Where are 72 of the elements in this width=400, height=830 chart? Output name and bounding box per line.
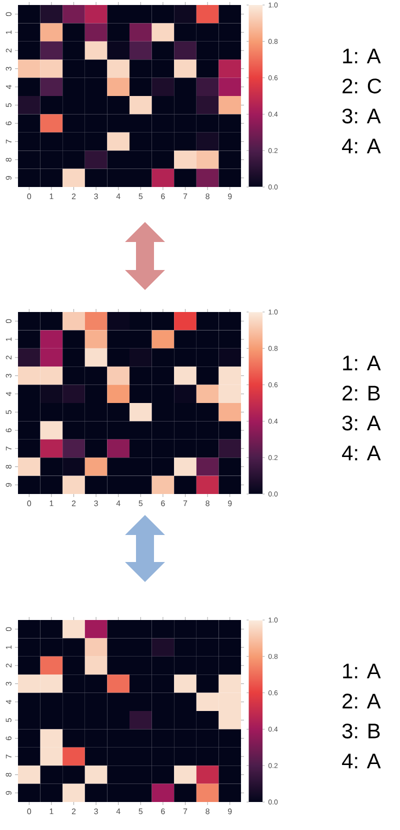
text: 1: A [343,664,381,678]
x-tick-label: 5 [138,194,143,200]
x-tick-label: 3 [94,500,98,506]
y-tick-label: 1 [6,645,12,649]
x-tick-label: 3 [94,808,98,814]
x-tick-label: 9 [228,808,232,814]
x-tick-label: 5 [138,808,143,814]
x-tick-label: 0 [27,808,32,814]
text: 3: A [342,108,381,124]
x-tick-label: 5 [138,500,143,506]
x-tick-label: 9 [228,500,232,506]
x-tick-label: 1 [50,194,54,200]
x-tick-label: 1 [50,808,54,814]
y-tick-label: 2 [6,664,12,668]
y-tick-label: 5 [6,718,12,722]
y-tick-label: 0 [6,319,12,324]
y-tick-label: 4 [6,84,12,89]
y-tick-label: 2 [6,356,12,360]
y-tick-label: 6 [6,121,12,126]
text: 2: B [342,386,380,400]
y-tick-label: 7 [6,754,12,758]
y-tick-label: 6 [6,736,12,740]
text: 1: A [343,48,381,64]
y-tick-label: 7 [6,140,12,144]
x-tick-label: 7 [183,194,188,200]
x-tick-label: 6 [161,500,165,506]
y-tick-label: 5 [6,103,12,108]
y-tick-label: 8 [6,464,12,469]
y-tick-label: 0 [6,627,12,632]
y-tick-label: 2 [6,48,12,52]
text: 4: A [342,138,381,154]
x-tick-label: 6 [161,194,165,200]
y-tick-label: 9 [6,176,12,180]
y-tick-label: 4 [6,392,12,396]
y-tick-label: 9 [6,483,12,487]
y-tick-label: 8 [6,772,12,777]
y-tick-label: 1 [6,337,12,341]
x-tick-label: 7 [183,808,188,814]
y-tick-label: 4 [6,700,12,704]
text: 1: A [343,356,381,370]
x-tick-label: 8 [206,194,210,200]
x-tick-label: 0 [27,500,32,506]
x-tick-label: 0 [27,194,32,200]
x-tick-label: 8 [206,500,210,506]
x-tick-label: 7 [183,500,188,506]
text: 4: A [342,446,381,460]
y-tick-label: 0 [6,12,12,16]
x-tick-label: 2 [72,808,76,814]
x-tick-label: 8 [206,808,210,814]
text: 3: A [342,416,381,430]
x-tick-label: 2 [72,194,76,200]
y-tick-label: 3 [6,66,12,71]
y-tick-label: 8 [6,158,12,162]
text: 3: B [342,724,380,738]
text: 2: A [342,694,381,708]
y-tick-label: 9 [6,791,12,795]
x-tick-label: 9 [228,194,232,200]
text: 2: C [342,78,382,94]
x-tick-label: 2 [72,500,76,506]
x-tick-label: 6 [161,808,165,814]
x-tick-label: 4 [116,500,120,506]
x-tick-label: 3 [94,194,98,200]
y-tick-label: 1 [6,30,12,34]
y-tick-label: 7 [6,446,12,450]
y-tick-label: 5 [6,410,12,414]
text: 4: A [342,754,381,768]
x-tick-label: 1 [50,500,54,506]
x-tick-label: 4 [116,808,120,814]
y-tick-label: 3 [6,374,12,378]
x-tick-label: 4 [116,194,120,200]
y-tick-label: 6 [6,428,12,432]
y-tick-label: 3 [6,682,12,686]
